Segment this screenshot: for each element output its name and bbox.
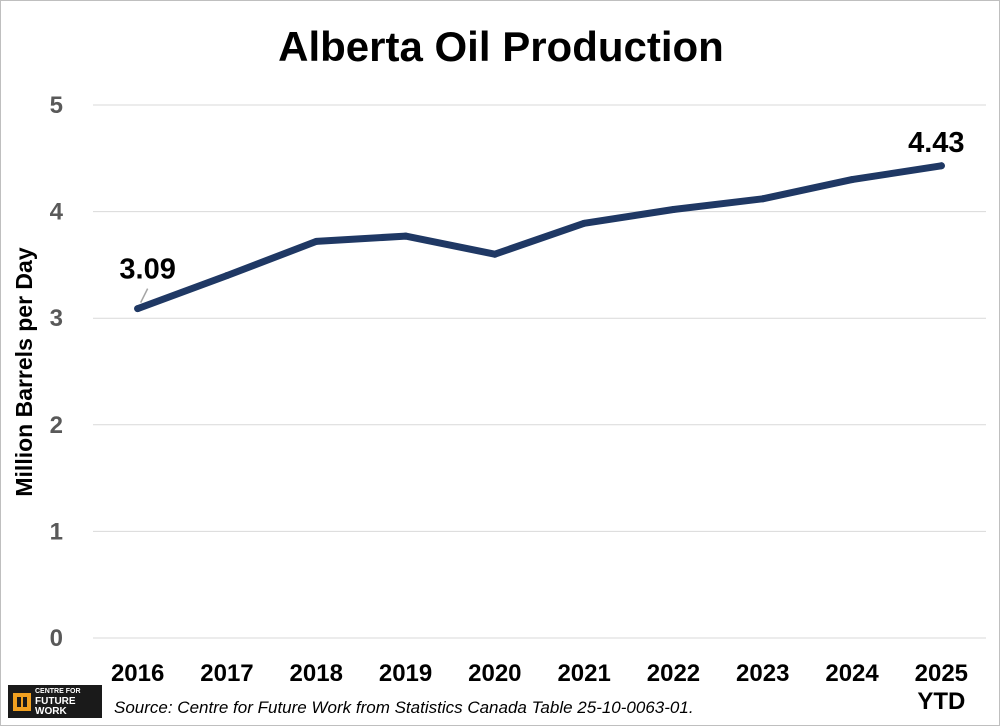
x-tick-label: 2024 [825,660,879,687]
data-label-leader [139,288,149,303]
chart-title: Alberta Oil Production [278,23,724,70]
x-tick-line: 2017 [200,660,253,687]
data-point [580,219,588,227]
x-tick-label: 2020 [468,660,521,687]
logo-line1: CENTRE FOR [35,687,81,695]
x-axis-ticks: 2016 2017 2018 2019 2020 2021 2022 2023 2024 2025… [111,660,968,715]
x-tick-label: 2021 [557,660,610,687]
data-point [223,272,231,280]
series-layer [134,162,945,313]
x-tick-label: 2018 [290,660,343,687]
gridlines [93,104,986,639]
x-tick-label: 2022 [647,660,700,687]
y-axis-ticks: 0 1 2 3 4 5 [50,92,64,652]
y-tick-label: 0 [50,625,63,652]
y-tick-label: 5 [50,92,63,119]
y-tick-label: 4 [50,199,64,226]
data-point [937,162,945,170]
data-point [134,305,142,313]
x-tick-line: 2025 [915,660,968,687]
x-tick-line: YTD [917,688,965,715]
series-line [134,162,945,313]
data-point [759,195,767,203]
x-tick-label: 2023 [736,660,789,687]
y-tick-label: 1 [50,518,63,545]
x-tick-line: 2020 [468,660,521,687]
data-label: 3.09 [119,254,175,286]
x-tick-line: 2018 [290,660,343,687]
source-note: Source: Centre for Future Work from Stat… [114,698,694,717]
data-point [848,176,856,184]
x-tick-line: 2024 [825,660,879,687]
data-label: 4.43 [908,127,964,159]
y-tick-label: 3 [50,305,63,332]
x-tick-line: 2023 [736,660,789,687]
data-labels: 3.09 4.43 [119,127,965,303]
logo-mark-icon [13,692,31,711]
x-tick-label: 2017 [200,660,253,687]
logo-line2: FUTURE WORK [35,695,76,717]
data-point [491,250,499,258]
data-point [402,232,410,240]
centre-for-future-work-logo: CENTRE FOR FUTURE WORK [8,685,102,718]
y-axis-label: Million Barrels per Day [11,247,37,496]
logo-text: CENTRE FOR FUTURE WORK [35,687,102,717]
y-tick-label: 2 [50,412,63,439]
data-point [312,237,320,245]
x-tick-label: 2019 [379,660,432,687]
x-tick-label: 2025 YTD [915,660,968,715]
data-point [669,205,677,213]
x-tick-line: 2016 [111,660,164,687]
x-tick-line: 2019 [379,660,432,687]
x-tick-line: 2022 [647,660,700,687]
x-tick-line: 2021 [557,660,610,687]
x-tick-label: 2016 [111,660,164,687]
